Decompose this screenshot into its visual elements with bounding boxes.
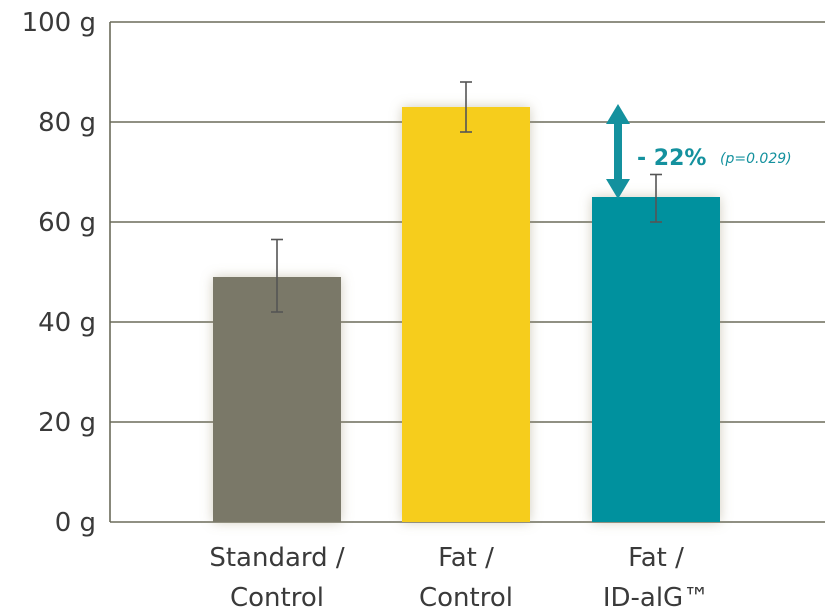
x-tick-label: Standard / <box>209 543 345 573</box>
x-tick-label: Fat / <box>628 543 684 573</box>
difference-annotation: - 22% (p=0.029) <box>606 104 792 199</box>
arrow-head-up <box>606 104 630 124</box>
bars <box>213 107 720 522</box>
x-axis-labels: Standard / Control Fat / Control Fat / ID-alG… <box>209 543 709 612</box>
y-axis-ticks: 0 g 20 g 40 g 60 g 80 g 100 g <box>22 8 96 538</box>
y-tick-label: 20 g <box>38 408 96 438</box>
bar <box>592 197 720 522</box>
annotation-percent: - 22% <box>637 146 706 171</box>
x-tick-label: Control <box>230 583 324 612</box>
bar <box>213 277 341 522</box>
y-tick-label: 60 g <box>38 208 96 238</box>
bar <box>402 107 530 522</box>
error-bars <box>271 81 662 313</box>
x-tick-label: Fat / <box>438 543 494 573</box>
annotation-pvalue: (p=0.029) <box>720 151 792 167</box>
x-tick-label: ID-alG™ <box>603 583 709 612</box>
x-tick-label: Control <box>419 583 513 612</box>
y-tick-label: 0 g <box>55 508 96 538</box>
y-tick-label: 100 g <box>22 8 96 38</box>
y-tick-label: 80 g <box>38 108 96 138</box>
y-tick-label: 40 g <box>38 308 96 338</box>
arrow-head-down <box>606 179 630 199</box>
